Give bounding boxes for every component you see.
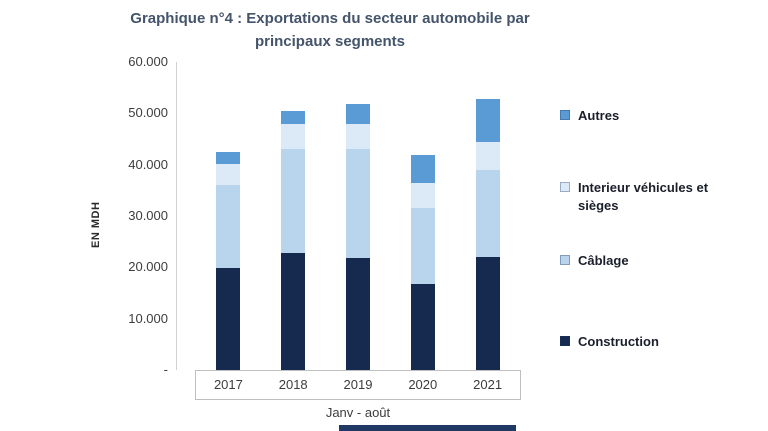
legend-label: Construction	[578, 334, 659, 349]
bar-segment	[345, 104, 370, 124]
bar-segment	[475, 169, 500, 258]
legend-label: Câblage	[578, 253, 629, 268]
bar-segment	[281, 252, 306, 370]
bar-segment	[345, 258, 370, 370]
bottom-partial-bar	[339, 425, 516, 431]
bar-segment	[345, 123, 370, 150]
y-tick-label: -	[163, 362, 168, 377]
bar-segment	[475, 141, 500, 170]
x-axis-period-label: Janv - août	[325, 405, 391, 420]
bar-segment	[216, 268, 241, 370]
legend-swatch	[560, 182, 570, 192]
stacked-bar	[410, 155, 435, 370]
stacked-bar	[281, 110, 306, 370]
x-axis-label: 2021	[473, 377, 503, 392]
bar-slot	[390, 62, 455, 370]
legend-item: Câblage	[560, 252, 629, 270]
bar-segment	[410, 283, 435, 370]
legend-swatch	[560, 110, 570, 120]
plot-area	[196, 62, 520, 370]
y-tick-label: 20.000	[128, 259, 168, 275]
x-axis-label: 2018	[278, 377, 308, 392]
x-axis-box: 2017 2018 2019 2020 2021	[195, 370, 521, 400]
legend-item: Autres	[560, 107, 619, 125]
bar-segment	[281, 149, 306, 253]
bar-segment	[410, 155, 435, 183]
y-tick-label: 60.000	[128, 54, 168, 69]
bar-segment	[216, 185, 241, 269]
bar-slot	[455, 62, 520, 370]
x-axis-label: 2019	[343, 377, 373, 392]
stacked-bar	[345, 104, 370, 370]
legend-label: Autres	[578, 108, 620, 123]
legend-item: Construction	[560, 333, 659, 351]
bar-segment	[216, 151, 241, 165]
legend-swatch	[560, 255, 570, 265]
x-axis-label: 2020	[408, 377, 438, 392]
bar-segment	[216, 164, 241, 186]
bar-segment	[410, 208, 435, 284]
legend: Autres Interieur véhicules et sièges Câb…	[560, 100, 760, 380]
bar-segment	[475, 257, 500, 370]
legend-swatch	[560, 336, 570, 346]
bar-segment	[281, 110, 306, 124]
legend-item: Interieur véhicules et sièges	[560, 179, 743, 214]
bar-segment	[281, 123, 306, 150]
y-tick-label: 50.000	[128, 105, 168, 121]
legend-label: Interieur véhicules et sièges	[578, 180, 709, 213]
bar-slot	[326, 62, 391, 370]
bar-slot	[261, 62, 326, 370]
bar-slot	[196, 62, 261, 370]
y-tick-label: 10.000	[128, 310, 168, 326]
bar-segment	[410, 182, 435, 209]
chart-title: Graphique n°4 : Exportations du secteur …	[130, 10, 530, 50]
x-axis-label: 2017	[213, 377, 243, 392]
y-tick-label: 40.000	[128, 156, 168, 172]
bar-segment	[345, 149, 370, 259]
stacked-bar	[475, 99, 500, 370]
y-tick-label: 30.000	[128, 208, 168, 223]
y-axis-line	[176, 62, 177, 370]
bar-segment	[475, 99, 500, 142]
y-axis-ticks: 60.000 50.000 40.000 30.000 20.000 10.000 -	[98, 55, 168, 377]
stacked-bar	[216, 151, 241, 370]
